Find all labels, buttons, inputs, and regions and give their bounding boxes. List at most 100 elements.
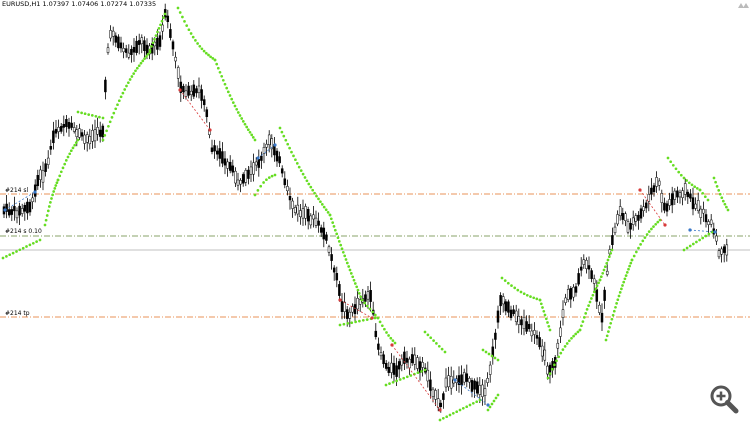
sar-dot	[8, 253, 12, 257]
zoom-in-icon[interactable]	[707, 382, 741, 416]
sar-dot	[373, 313, 377, 317]
sar-dot	[137, 64, 141, 68]
candle-body	[585, 259, 588, 269]
sar-dot	[209, 55, 212, 59]
sar-dot	[620, 287, 623, 291]
sar-dot	[238, 114, 242, 117]
candle-body	[676, 190, 679, 198]
sar-dot	[236, 111, 240, 114]
sar-dot	[143, 57, 146, 60]
candle-body	[340, 301, 344, 312]
one-click-trading-icon[interactable]	[737, 2, 749, 9]
candle-body	[293, 207, 297, 213]
trade-marker	[208, 128, 212, 132]
candle-body	[434, 390, 437, 400]
sar-dot	[52, 190, 56, 193]
sar-dot	[216, 66, 220, 70]
sar-dot	[101, 116, 105, 120]
sar-dot	[707, 232, 711, 236]
candle-body	[470, 380, 474, 392]
candle-body	[527, 323, 531, 330]
candle-body	[689, 193, 692, 199]
sar-dot	[492, 399, 496, 403]
trade-marker	[638, 188, 642, 192]
sar-dot	[594, 287, 598, 291]
sar-dot	[557, 355, 561, 359]
candle-body	[291, 200, 294, 209]
sar-dot	[295, 162, 299, 165]
sar-dot	[126, 81, 130, 85]
sar-dot	[486, 408, 490, 412]
candle-body	[530, 330, 534, 337]
sar-dot	[187, 28, 191, 32]
candle-body	[299, 210, 302, 217]
sar-dot	[286, 142, 290, 146]
sar-dot	[650, 227, 653, 231]
sar-dot	[682, 248, 686, 252]
sar-dot	[329, 217, 333, 221]
candle-body	[556, 342, 560, 349]
candle-body	[78, 128, 81, 138]
candle-body	[57, 126, 60, 132]
sar-dot	[363, 301, 367, 305]
candle-body	[405, 357, 409, 363]
candle-body	[621, 212, 625, 220]
candle-body	[514, 310, 518, 322]
trade-marker	[663, 223, 667, 227]
sar-dot	[54, 184, 58, 187]
candle-body	[327, 246, 331, 253]
sar-dot	[103, 134, 107, 137]
sar-dot	[610, 248, 614, 252]
sar-dot	[303, 176, 307, 179]
sar-dot	[309, 185, 313, 189]
sar-dot	[200, 47, 204, 51]
candle-body	[668, 199, 671, 206]
sar-dot	[488, 405, 492, 409]
sar-dot	[656, 220, 660, 224]
sar-dot	[721, 199, 725, 203]
sar-dot	[546, 321, 549, 324]
candle-body	[520, 319, 523, 326]
sar-dot	[241, 120, 245, 123]
entry-level-label: #214 s 0.10	[5, 228, 42, 235]
sar-dot	[647, 230, 651, 233]
sar-dot	[284, 138, 288, 142]
candle-body	[673, 190, 677, 200]
candle-body	[140, 37, 144, 45]
candle-body	[603, 289, 606, 301]
sar-dot	[398, 378, 402, 381]
sar-dot	[213, 58, 217, 62]
candle-body	[143, 40, 146, 51]
sar-dot	[153, 37, 156, 41]
sar-dot	[44, 218, 48, 222]
sar-dot	[598, 278, 602, 282]
candle-body	[13, 206, 16, 212]
sar-dot	[494, 396, 498, 400]
candle-body	[335, 273, 339, 281]
candle-body	[111, 30, 115, 37]
candle-body	[226, 161, 229, 169]
sar-dot	[490, 354, 494, 358]
candle-body	[626, 221, 630, 233]
sar-dot	[451, 411, 455, 415]
sar-dot	[11, 251, 15, 255]
candle-body	[374, 330, 378, 338]
candle-body	[215, 150, 219, 155]
candle-body	[184, 90, 188, 97]
trade-marker	[338, 298, 342, 302]
candle-body	[683, 183, 687, 195]
candle-body	[286, 186, 289, 192]
sar-dot	[706, 198, 710, 202]
candle-body	[5, 203, 8, 212]
candle-body	[538, 337, 541, 348]
sar-dot	[278, 126, 282, 130]
sar-dot	[215, 62, 219, 66]
sar-dot	[178, 11, 182, 14]
candle-body	[587, 265, 591, 270]
sar-dot	[35, 240, 38, 243]
sar-dot	[55, 181, 59, 185]
sar-dot	[58, 174, 62, 178]
sar-dot	[516, 288, 520, 292]
